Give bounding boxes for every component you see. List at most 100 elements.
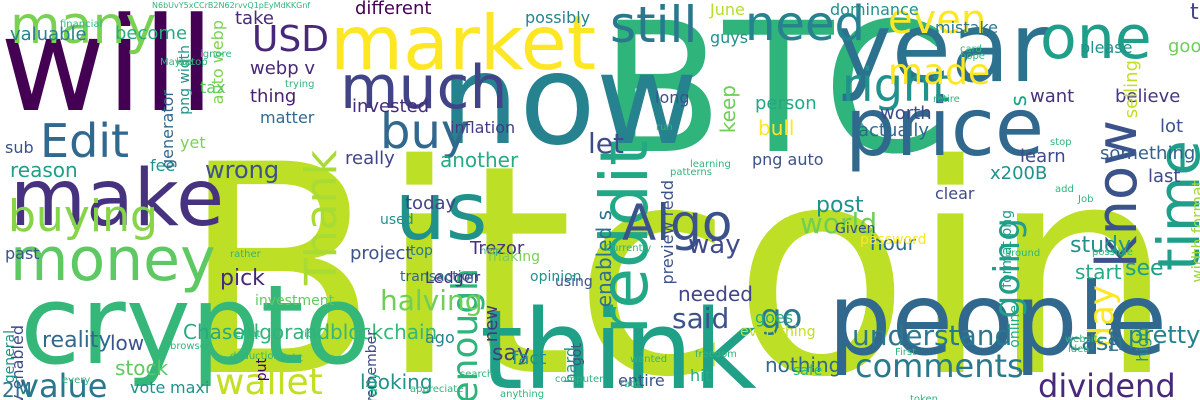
- cloud-word: believe: [1115, 86, 1181, 107]
- cloud-word: world: [800, 207, 878, 240]
- cloud-word: investment: [255, 293, 335, 309]
- cloud-word: will: [0, 0, 215, 141]
- cloud-word: Ledger: [425, 268, 481, 287]
- cloud-word: learn: [1020, 146, 1066, 167]
- cloud-word: matter: [260, 108, 315, 127]
- cloud-word: want: [1030, 86, 1075, 107]
- cloud-word: halving: [380, 284, 483, 317]
- cloud-word: 2M: [2, 378, 32, 400]
- cloud-word: new: [481, 305, 502, 343]
- cloud-word: patterns: [670, 167, 712, 178]
- cloud-word: possible: [1092, 247, 1133, 258]
- cloud-word: long: [655, 88, 690, 107]
- cloud-word: people: [828, 261, 1167, 378]
- cloud-word: literally: [365, 372, 381, 400]
- cloud-word: trying: [285, 79, 315, 90]
- cloud-word: different: [355, 0, 432, 19]
- cloud-word: card: [960, 44, 982, 55]
- cloud-word: yet: [180, 133, 206, 152]
- cloud-word: generator: [158, 90, 177, 170]
- cloud-word: every: [62, 375, 91, 386]
- cloud-word: stock: [115, 356, 169, 380]
- cloud-word: hope: [960, 51, 985, 62]
- cloud-word: high: [1133, 327, 1152, 362]
- cloud-word: thing: [250, 86, 297, 107]
- cloud-word: eight: [235, 329, 261, 340]
- cloud-word: see: [1125, 256, 1164, 281]
- cloud-word: ago: [425, 328, 455, 347]
- cloud-word: First: [895, 347, 917, 358]
- cloud-word: Trezor: [470, 238, 525, 259]
- cloud-word: wanted: [630, 354, 668, 365]
- cloud-word: selling: [1121, 60, 1142, 119]
- cloud-word: much: [340, 53, 508, 123]
- cloud-word: cash: [1068, 328, 1124, 356]
- cloud-word: financial: [60, 19, 103, 30]
- cloud-word: past: [5, 244, 40, 263]
- cloud-word: reason: [10, 158, 78, 182]
- cloud-word: run: [656, 122, 673, 133]
- cloud-word: understand: [852, 319, 1013, 352]
- cloud-word: need: [745, 0, 865, 52]
- cloud-word: something: [1100, 143, 1196, 164]
- cloud-word: still: [610, 0, 698, 54]
- cloud-word: png auto: [752, 150, 824, 169]
- cloud-word: around: [1005, 248, 1041, 259]
- cloud-word: entire: [618, 371, 665, 390]
- cloud-word: really: [345, 148, 395, 169]
- cloud-word: one: [1040, 3, 1152, 73]
- cloud-word: appreciate: [410, 384, 464, 395]
- cloud-word: valuable: [10, 24, 87, 45]
- cloud-word: possibly: [525, 8, 591, 27]
- cloud-word: freedom: [695, 349, 737, 360]
- cloud-word: real: [1103, 322, 1122, 353]
- cloud-word: Edit: [40, 114, 130, 168]
- cloud-word: Chase: [183, 320, 245, 344]
- cloud-word: fact: [512, 348, 547, 369]
- cloud-word: online: [1007, 305, 1023, 348]
- cloud-word: s: [1007, 95, 1032, 107]
- cloud-word: today: [405, 193, 457, 214]
- cloud-word: rate: [620, 379, 641, 390]
- cloud-word: general: [2, 330, 18, 384]
- cloud-word: buying: [8, 191, 158, 242]
- cloud-word: clear: [935, 184, 975, 203]
- cloud-word: hour: [870, 231, 916, 255]
- cloud-word: lot: [1160, 116, 1184, 137]
- cloud-word: many: [10, 0, 157, 56]
- cloud-word: mistake: [935, 18, 998, 37]
- cloud-word: comments: [855, 347, 1024, 385]
- cloud-word: webp v: [250, 58, 316, 79]
- cloud-word: anything: [500, 389, 545, 400]
- cloud-word: project: [350, 243, 413, 264]
- cloud-word: us: [395, 165, 488, 258]
- cloud-word: invested: [352, 96, 430, 117]
- cloud-word: dividend: [1038, 367, 1176, 400]
- cloud-word: rich: [300, 329, 319, 340]
- cloud-word: fee: [150, 156, 176, 175]
- cloud-word: think: [480, 286, 757, 400]
- cloud-word: x200B: [990, 163, 1048, 184]
- cloud-word: post: [816, 193, 864, 218]
- cloud-word: wallet: [215, 362, 323, 400]
- cloud-word: learning: [690, 159, 731, 170]
- cloud-word: stop: [1050, 137, 1072, 148]
- cloud-word: start: [1075, 260, 1122, 284]
- cloud-word: Currently: [605, 243, 652, 254]
- cloud-word: worth: [880, 103, 932, 124]
- cloud-word: pick: [220, 266, 265, 291]
- cloud-word: deductions: [230, 351, 286, 362]
- cloud-word: Bitcoin: [180, 104, 1175, 400]
- cloud-word: transaction: [400, 269, 480, 285]
- cloud-word: reality: [42, 328, 112, 353]
- cloud-word: Maybe: [160, 57, 194, 68]
- cloud-word: go: [760, 297, 803, 337]
- cloud-word: hit: [690, 366, 711, 385]
- cloud-word: blockchain: [330, 320, 438, 344]
- cloud-word: Job: [1078, 194, 1094, 205]
- cloud-word: add: [1055, 184, 1074, 195]
- cloud-word: retire: [933, 94, 960, 105]
- cloud-word: pretty: [1128, 321, 1200, 349]
- cloud-word: enabled s: [592, 210, 616, 308]
